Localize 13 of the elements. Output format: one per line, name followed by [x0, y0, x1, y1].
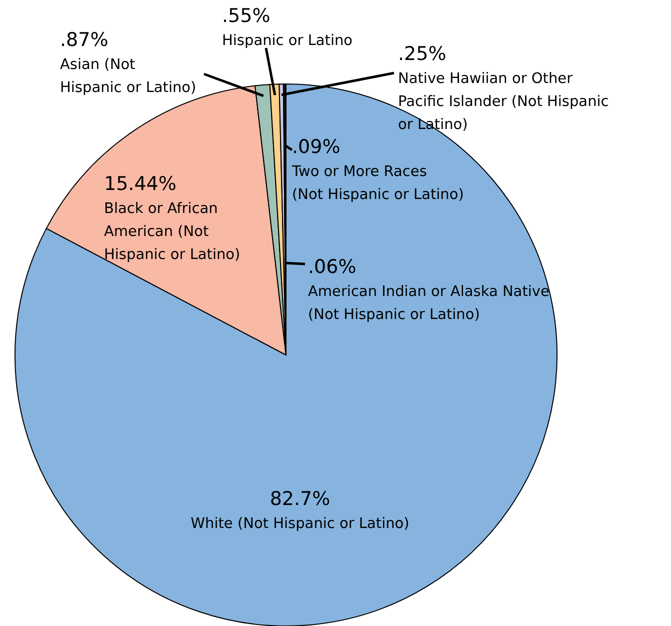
data-label: .09% [292, 136, 340, 158]
data-label: 15.44% [104, 173, 176, 195]
data-label: 82.7% [270, 488, 330, 510]
slice-label: Asian (Not Hispanic or Latino) [60, 57, 196, 96]
slice-label: White (Not Hispanic or Latino) [190, 516, 410, 532]
slice-label: American Indian or Alaska Native (Not Hispanic or Latino) [308, 284, 550, 323]
data-label: .55% [222, 5, 270, 27]
slice-label: Hispanic or Latino [222, 33, 353, 49]
slice-label: Two or More Races (Not Hispanic or Latino) [291, 164, 464, 203]
data-label: .25% [398, 43, 446, 65]
data-label: .87% [60, 29, 108, 51]
slice-label: Black or African American (Not Hispanic or Latino) [104, 201, 240, 263]
data-label: .06% [308, 256, 356, 278]
